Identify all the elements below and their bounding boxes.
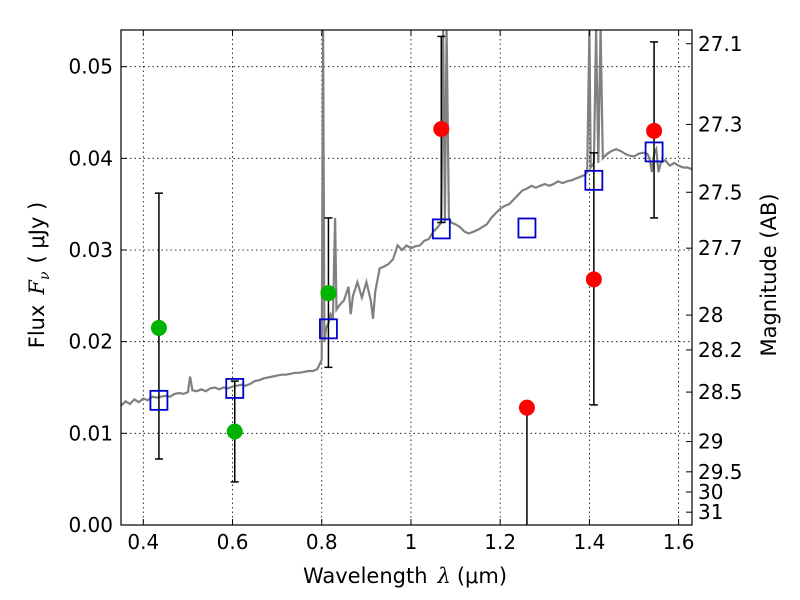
y2-tick-label: 29	[698, 430, 723, 454]
y-tick-label: 0.05	[68, 55, 113, 79]
x-axis-label-symbol: λ	[437, 564, 451, 588]
x-tick-label: 0.8	[306, 530, 338, 554]
model-box-point	[517, 217, 537, 239]
model-box-point	[584, 169, 604, 191]
y2-tick-label: 27.5	[698, 180, 743, 204]
grid-lines	[121, 30, 692, 526]
y-axis-label-symbol: F	[25, 279, 49, 296]
y-ticks: 0.00 0.01 0.02 0.03 0.04 0.05	[68, 55, 127, 537]
model-box-point	[431, 218, 451, 240]
y2-tick-label: 27.3	[698, 112, 743, 136]
y2-tick-label: 28.5	[698, 380, 743, 404]
red-data-point	[518, 399, 535, 416]
y-axis-label-prefix: Flux	[25, 305, 49, 349]
x-tick-label: 1.6	[663, 530, 695, 554]
model-box-point	[644, 141, 664, 163]
y-tick-label: 0.04	[68, 146, 113, 170]
y2-tick-label: 30	[698, 480, 723, 504]
y-tick-label: 0.03	[68, 238, 113, 262]
x-tick-label: 0.4	[127, 530, 159, 554]
points-group	[150, 121, 663, 440]
x-tick-label: 0.6	[217, 530, 249, 554]
x-ticks: 0.4 0.6 0.8 1 1.2 1.4 1.6	[127, 30, 695, 554]
x-axis-label-prefix: Wavelength	[303, 564, 428, 588]
red-data-point	[646, 122, 663, 139]
y2-tick-label: 29.5	[698, 460, 743, 484]
y2-tick-label: 27.7	[698, 236, 743, 260]
x-tick-label: 1.2	[484, 530, 516, 554]
green-data-point	[150, 319, 167, 336]
x-axis-label: Wavelength λ (μm)	[303, 564, 507, 588]
green-data-point	[226, 423, 243, 440]
y2-tick-label: 28	[698, 303, 723, 327]
y-tick-label: 0.00	[68, 513, 113, 537]
green-data-point	[320, 285, 337, 302]
y2-axis-label: Magnitude (AB)	[757, 193, 781, 356]
y-tick-label: 0.02	[68, 330, 113, 354]
red-data-point	[433, 121, 450, 137]
y-axis-label-subscript: ν	[37, 271, 53, 280]
model-boxes-group	[149, 141, 664, 411]
red-data-point	[585, 271, 602, 288]
y-tick-label: 0.01	[68, 421, 113, 445]
x-tick-label: 1	[405, 530, 418, 554]
y-axis-label-unit: ( μJy )	[25, 202, 49, 264]
y2-tick-label: 28.2	[698, 338, 743, 362]
model-box-point	[319, 318, 338, 340]
model-box-point	[149, 389, 169, 411]
x-tick-label: 1.4	[573, 530, 605, 554]
y2-tick-label: 27.1	[698, 32, 743, 56]
model-box-point	[225, 378, 245, 399]
x-axis-label-unit: (μm)	[457, 564, 507, 588]
plot-frame	[120, 29, 693, 526]
y-axis-label: Flux Fν ( μJy )	[25, 202, 53, 348]
y2-tick-label: 31	[698, 500, 723, 524]
